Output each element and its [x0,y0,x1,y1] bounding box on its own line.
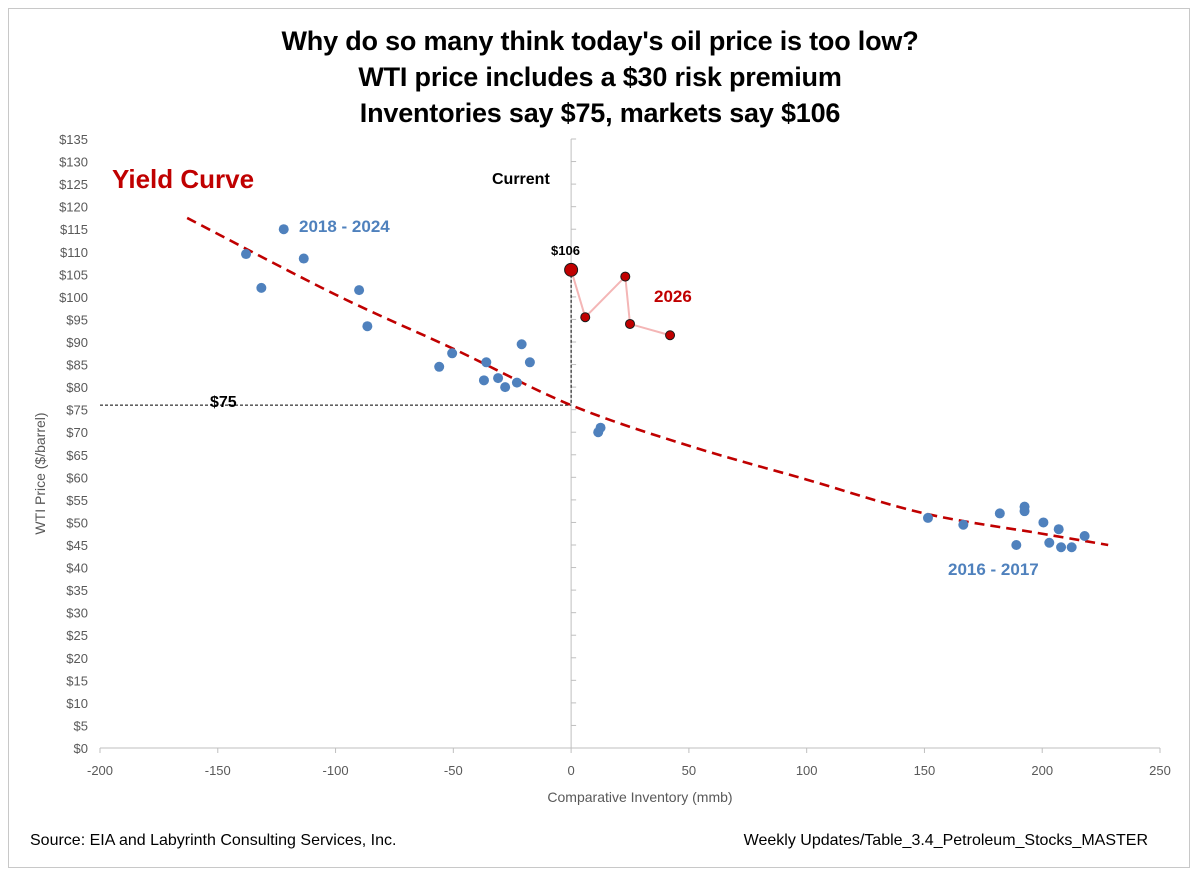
y-tick-label: $30 [66,606,88,621]
series-2016-2017-point [958,519,969,530]
series-2018-2024-point [241,249,252,260]
label-2026: 2026 [654,287,692,306]
series-2018-2024-point [511,377,522,388]
series-2016-2017-point [1011,540,1022,550]
reference-lines [100,269,572,406]
label-2018-2024: 2018 - 2024 [299,217,390,236]
series-2018-2024-point [493,373,504,384]
series-2018-2024-point [516,339,527,350]
series-2018-2024-point [478,375,489,386]
chart-title-line-3: Inventories say $75, markets say $106 [359,98,841,128]
y-tick-label: $95 [66,312,88,327]
y-tick-label: $130 [59,155,88,170]
y-tick-label: $20 [66,651,88,666]
series-2026-point [625,318,635,329]
series-2018-2024-point [278,224,289,235]
series-2016-2017-point [922,512,933,523]
x-tick-label: 100 [796,763,818,778]
current-label: Current [492,171,550,188]
y-tick-label: $10 [66,696,88,711]
y-tick-label: $45 [66,538,88,553]
y-tick-label: $135 [59,132,88,147]
series-2026-point [580,312,591,323]
y-tick-label: $90 [66,335,88,350]
y-tick-label: $40 [66,561,88,576]
series-2018-2024-point [362,321,373,332]
x-tick-label: -50 [444,763,463,778]
data-points [241,224,1090,553]
series-2016-2017-point [1038,517,1049,528]
series-2018-2024-point [256,282,267,293]
y-tick-label: $100 [59,290,88,305]
y-tick-label: $5 [74,718,88,733]
annotations: Yield Curve 2018 - 2024 2016 - 2017 2026 Cur… [112,164,1039,579]
y-tick-label: $120 [59,200,88,215]
axes: -200 -150 -100 -50 0 50 100 150 200 250 $0 $5 $10 $15… [32,132,1171,805]
y-tick-label: $75 [66,403,88,418]
y-tick-label: $115 [60,222,88,237]
file-note: Weekly Updates/Table_3.4_Petroleum_Stock… [743,832,1148,849]
y-tick-label: $105 [59,267,88,282]
series-2018-2024-point [298,253,309,264]
y-tick-label: $70 [66,425,88,440]
x-tick-label: 50 [682,763,696,778]
chart-frame [8,8,1190,868]
series-2018-2024-point [354,285,365,296]
y-tick-label: $0 [74,741,88,756]
x-tick-label: -200 [87,763,113,778]
y-tick-label: $85 [66,358,88,373]
x-tick-label: 200 [1031,763,1053,778]
x-axis-label: Comparative Inventory (mmb) [547,789,732,805]
series-2018-2024-point [524,357,535,368]
y-tick-label: $55 [66,493,88,508]
series-2026-point [665,330,676,341]
x-tick-label: 150 [914,763,936,778]
y-tick-label: $35 [66,583,88,598]
y-tick-label: $25 [66,628,88,643]
y-tick-label: $50 [66,515,88,530]
source-note: Source: EIA and Labyrinth Consulting Ser… [30,832,397,849]
yield-curve-label: Yield Curve [112,164,254,194]
series-2016-2017-point [1066,542,1077,553]
series-2016-2017-point [1079,530,1090,541]
series-2018-2024-point [434,361,445,372]
x-tick-label: -150 [205,763,231,778]
current-price-label: $106 [551,243,580,258]
series-2018-2024-point [595,422,606,433]
y-tick-label: $125 [59,177,88,192]
y-tick-label: $15 [66,673,88,688]
y-tick-label: $60 [66,470,88,485]
implied-price-label: $75 [210,394,237,411]
series-2016-2017-point [1019,506,1030,517]
x-tick-label: 250 [1149,763,1171,778]
chart-title-line-1: Why do so many think today's oil price i… [281,26,919,56]
y-tick-label: $80 [66,380,88,395]
chart-title-line-2: WTI price includes a $30 risk premium [358,62,842,92]
y-tick-label: $65 [66,448,88,463]
x-tick-label: -100 [323,763,349,778]
series-2018-2024-point [500,382,511,393]
label-2016-2017: 2016 - 2017 [948,560,1039,579]
y-tick-label: $110 [60,245,88,260]
x-tick-label: 0 [567,763,574,778]
series-2018-2024-point [481,357,492,368]
yield-curve-trendline [186,216,1109,547]
current-point [564,262,579,277]
series-2016-2017-point [994,508,1005,519]
series-2016-2017-point [1056,542,1067,553]
trendline [186,216,1109,547]
series-2016-2017-point [1053,524,1064,535]
y-axis-label: WTI Price ($/barrel) [32,412,48,534]
series-2016-2017-point [1044,537,1055,548]
series-2026-point [620,271,631,282]
series-2018-2024-point [447,348,458,359]
